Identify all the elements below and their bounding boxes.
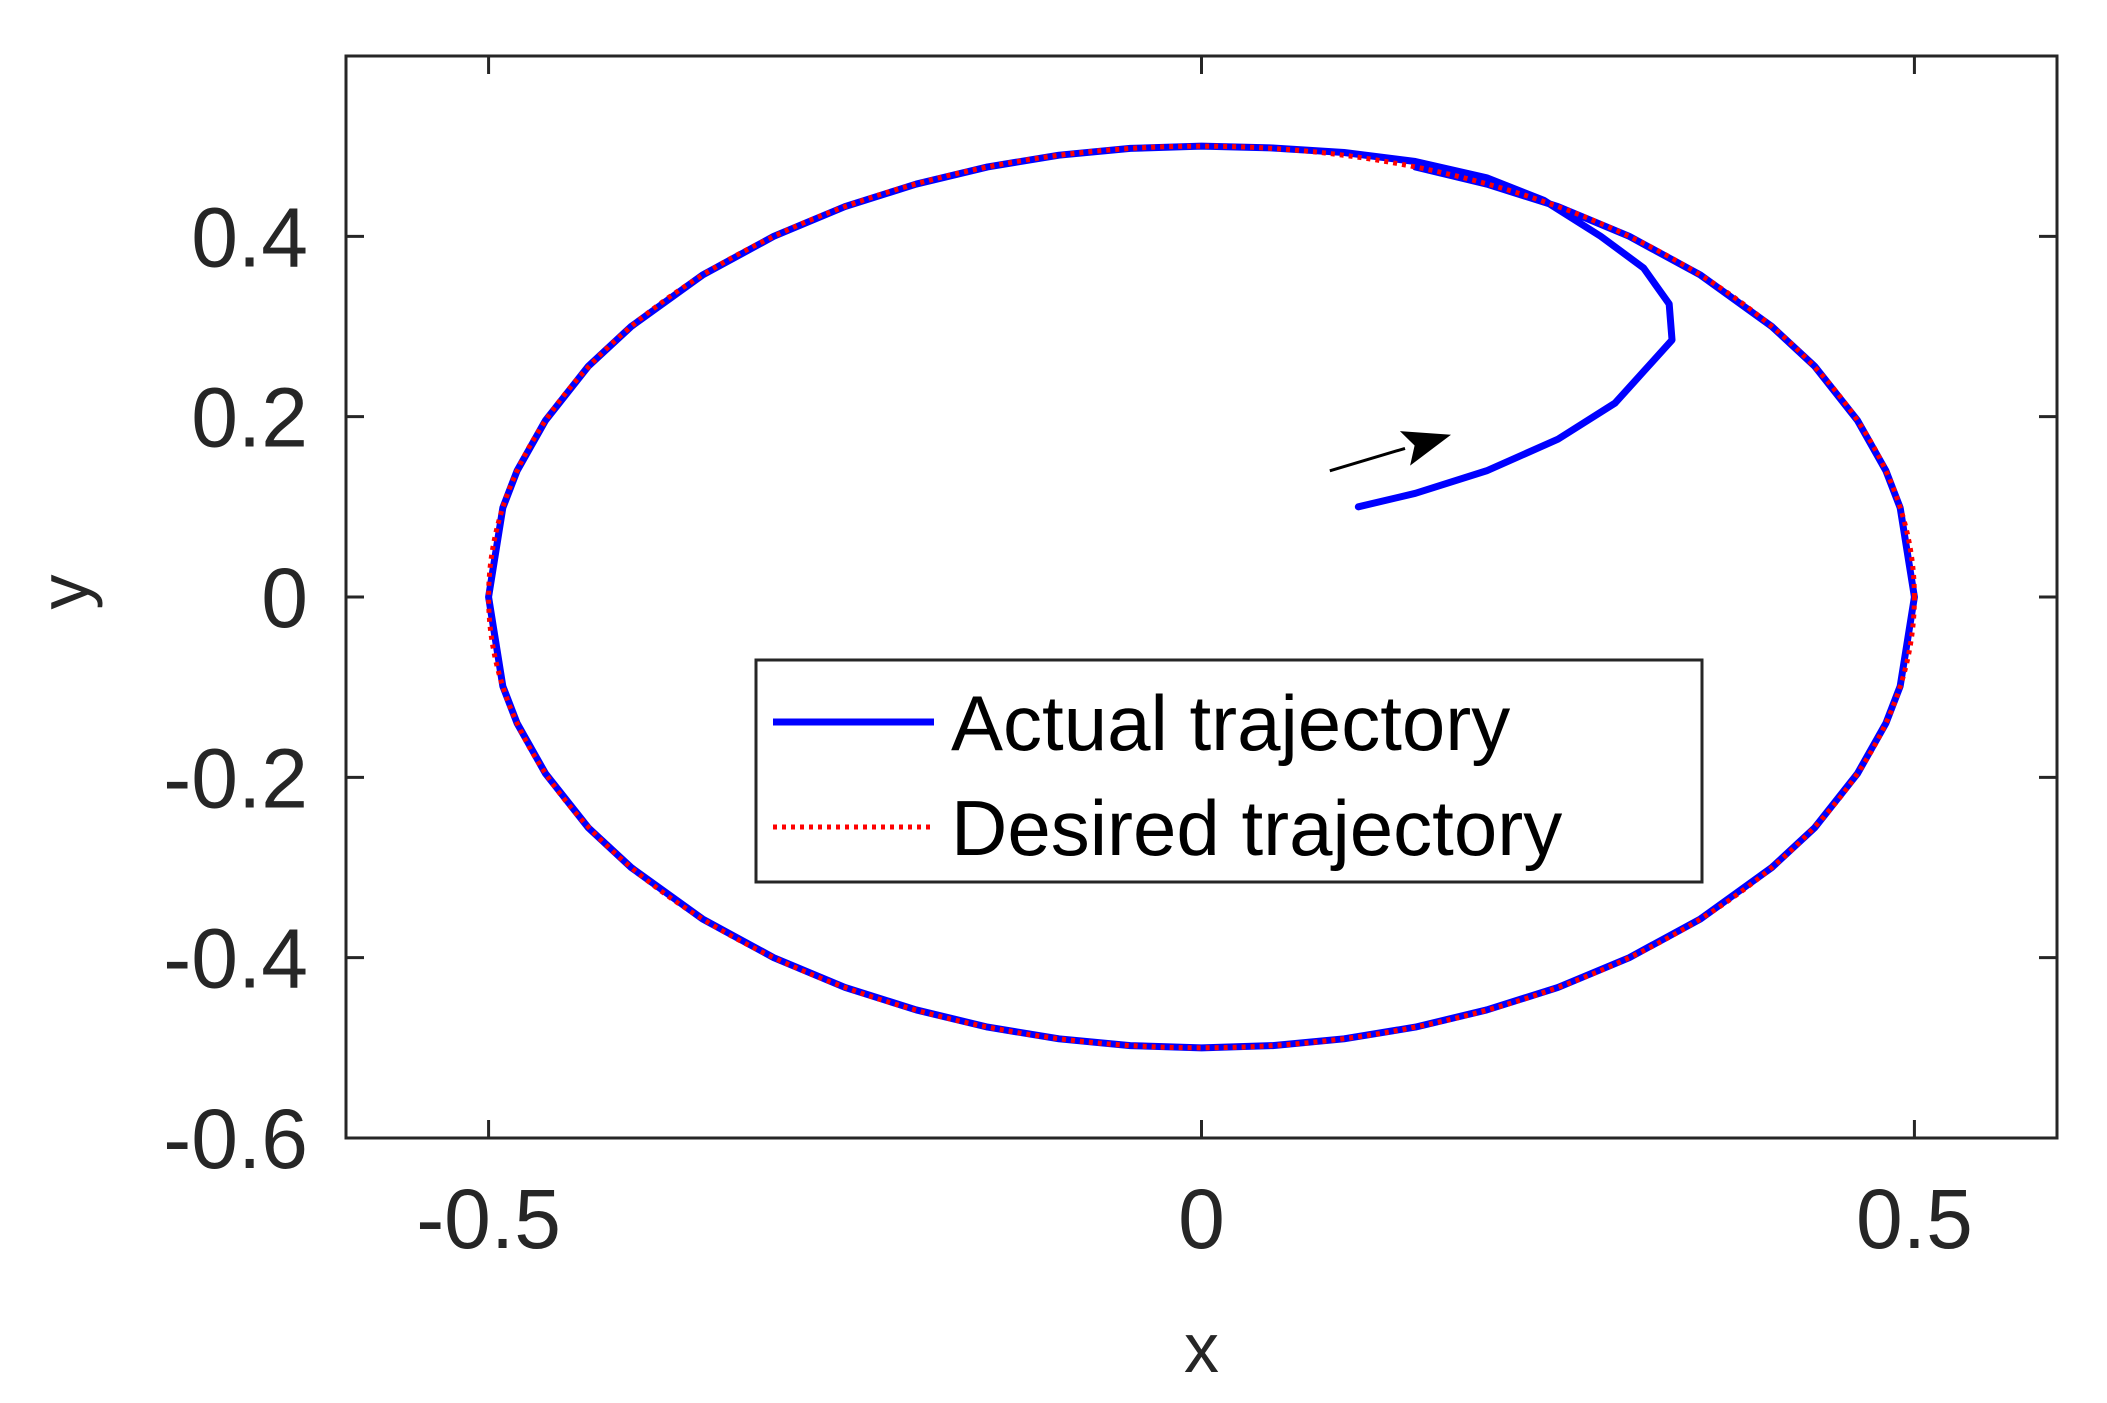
x-tick-label: -0.5 [416,1172,561,1266]
y-tick-label: 0.2 [191,371,308,465]
x-axis-title: x [1184,1309,1219,1387]
y-tick-label: 0 [261,551,308,645]
x-tick-label: 0 [1178,1172,1225,1266]
y-tick-label: -0.4 [163,912,308,1006]
y-tick-label: -0.2 [163,731,308,825]
legend-label: Desired trajectory [951,784,1562,872]
annotation-arrow-head [1399,431,1451,466]
legend: Actual trajectory Desired trajectory [754,658,1704,884]
y-tick-label: 0.4 [191,190,308,284]
axes: -0.5 0 0.5 -0.6 -0.4 -0.2 0 0.2 0.4 [163,54,2059,1266]
y-axis-title: y [25,575,103,610]
series-group [485,142,1918,1052]
x-tick-label: 0.5 [1856,1172,1973,1266]
y-tick-label: -0.6 [163,1092,308,1186]
annotation-arrow-shaft [1329,446,1406,473]
legend-box [754,658,1704,884]
plot-area [485,142,1918,1052]
legend-label: Actual trajectory [951,679,1510,767]
